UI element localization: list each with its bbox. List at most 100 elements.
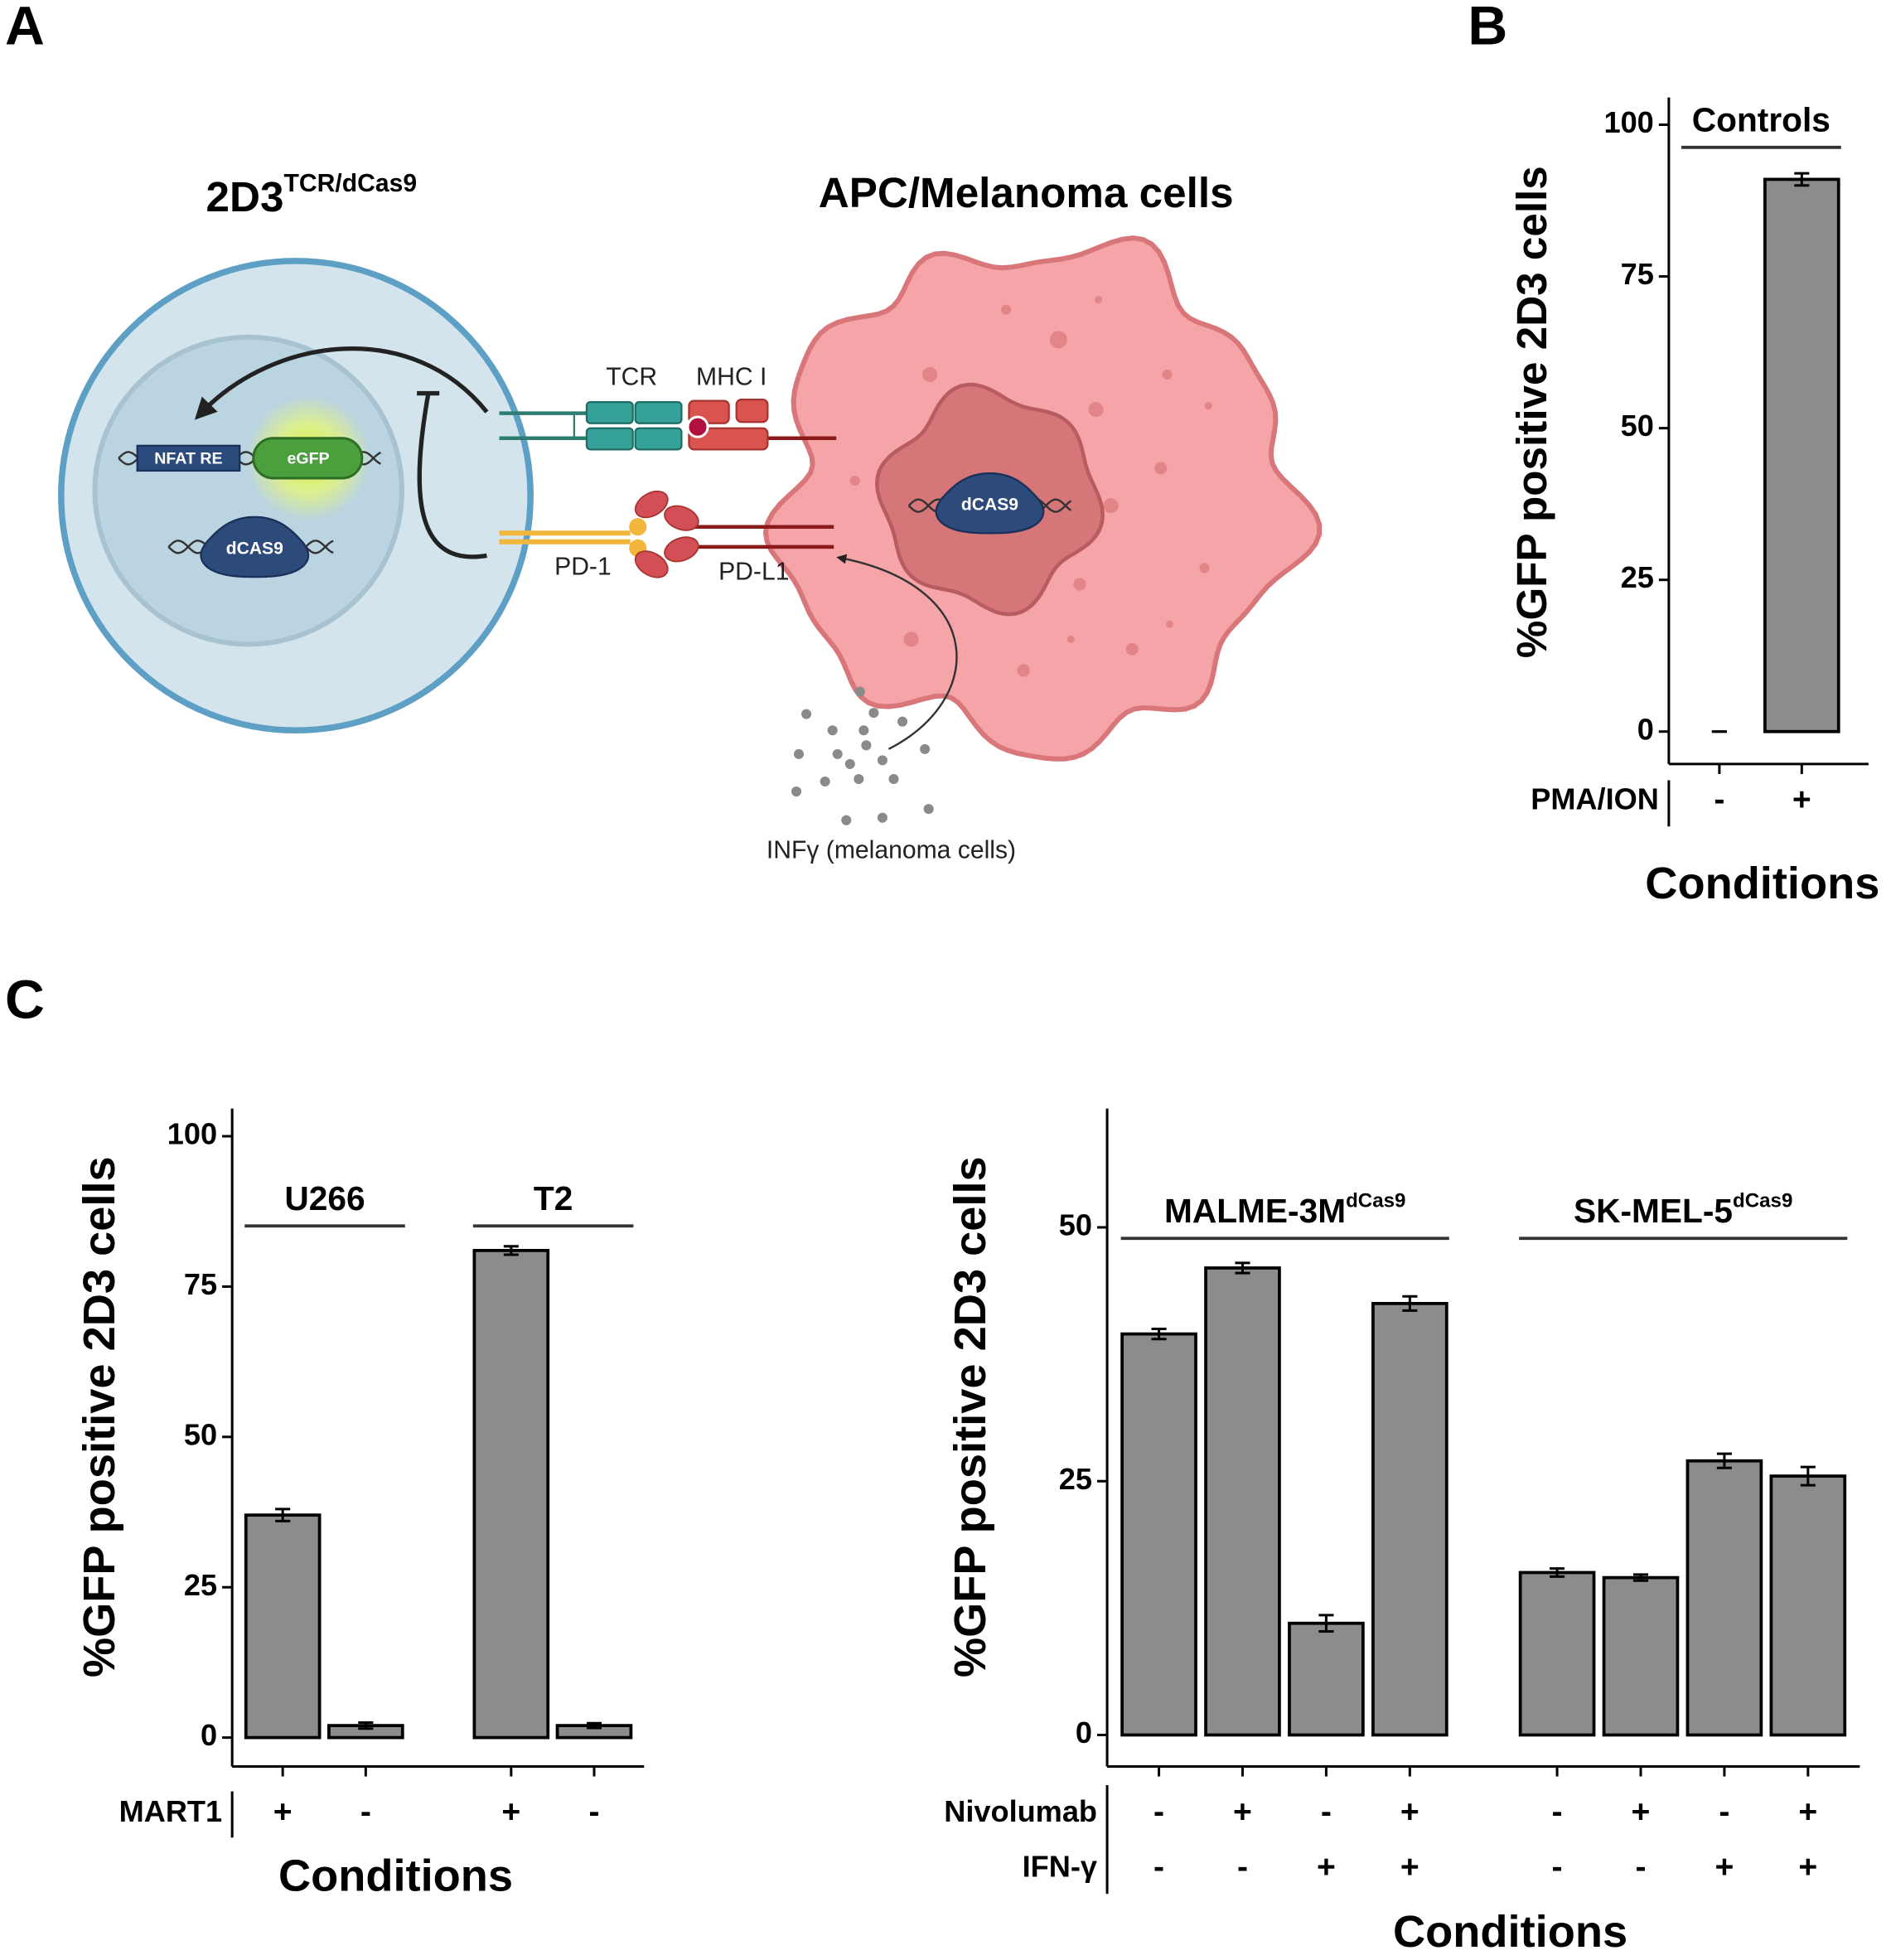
panel-letter: A bbox=[5, 0, 45, 57]
pdl1-domain bbox=[664, 505, 699, 531]
y-tick-label: 25 bbox=[1059, 1462, 1092, 1496]
mhc-label: MHC I bbox=[696, 363, 767, 390]
dcas9-shape bbox=[935, 472, 1045, 535]
condition-label: + bbox=[1400, 1849, 1419, 1885]
condition-name: MART1 bbox=[119, 1794, 222, 1828]
dcas9-label: dCAS9 bbox=[226, 539, 283, 558]
tcr-domain bbox=[634, 427, 683, 451]
condition-label: + bbox=[1400, 1794, 1419, 1830]
condition-label: + bbox=[1714, 1849, 1734, 1885]
condition-label: - bbox=[1552, 1794, 1563, 1830]
bar bbox=[1685, 1459, 1763, 1737]
ifn-dot bbox=[861, 740, 872, 751]
y-tick-label: 25 bbox=[184, 1568, 217, 1602]
y-axis-label: %GFP positive 2D3 cells bbox=[1508, 166, 1555, 658]
mhc-domain bbox=[688, 427, 769, 451]
nfat-label: NFAT RE bbox=[154, 450, 222, 468]
nfat-box bbox=[136, 444, 241, 472]
condition-label: - bbox=[1719, 1794, 1729, 1830]
x-axis-label: Conditions bbox=[1393, 1907, 1627, 1957]
tcr-domain bbox=[634, 400, 683, 424]
t-cell-title-main: 2D3 bbox=[206, 173, 284, 220]
group-label-sup: dCas9 bbox=[1346, 1190, 1405, 1212]
ifn-dot bbox=[801, 709, 812, 719]
egfp-label: eGFP bbox=[287, 450, 329, 468]
bar bbox=[1120, 1332, 1197, 1737]
ifn-dot bbox=[820, 776, 830, 787]
condition-name: IFN-γ bbox=[1023, 1850, 1097, 1884]
group-label-main: U266 bbox=[284, 1179, 365, 1217]
cell-granule bbox=[849, 475, 860, 486]
condition-label: - bbox=[1153, 1794, 1164, 1830]
cell-granule bbox=[1125, 642, 1139, 656]
condition-label: + bbox=[1792, 782, 1811, 817]
y-tick-label: 75 bbox=[1621, 257, 1654, 291]
cell-granule bbox=[922, 366, 938, 382]
apc-title: APC/Melanoma cells bbox=[819, 169, 1234, 216]
ifn-dot bbox=[868, 708, 879, 719]
pdl1-domain bbox=[634, 490, 669, 519]
bar bbox=[1371, 1301, 1448, 1737]
condition-label: + bbox=[1632, 1794, 1651, 1830]
bar bbox=[1204, 1266, 1281, 1737]
t-cell-title: 2D3TCR/dCas9 bbox=[206, 170, 418, 220]
cell-granule bbox=[1017, 664, 1030, 677]
ifn-dot bbox=[793, 748, 805, 759]
bar bbox=[472, 1249, 550, 1740]
group-label: MALME-3MdCas9 bbox=[1164, 1190, 1405, 1230]
pd1-label: PD-1 bbox=[554, 553, 612, 580]
cell-granule bbox=[1094, 296, 1103, 304]
cell-granule bbox=[1154, 462, 1168, 475]
condition-label: - bbox=[1237, 1849, 1248, 1885]
y-tick-label: 0 bbox=[1637, 712, 1654, 746]
y-tick-label: 75 bbox=[184, 1267, 217, 1301]
condition-label: + bbox=[1317, 1849, 1336, 1885]
bar bbox=[244, 1513, 322, 1740]
ifn-dot bbox=[877, 755, 887, 766]
condition-label: - bbox=[360, 1794, 371, 1830]
cell-granule bbox=[1066, 635, 1075, 643]
ifn-dot bbox=[827, 725, 838, 736]
t-cell-title-sup: TCR/dCas9 bbox=[283, 170, 417, 197]
tcr-domain bbox=[585, 427, 634, 451]
egfp-box bbox=[252, 437, 364, 480]
y-tick-label: 0 bbox=[1076, 1716, 1092, 1749]
cell-granule bbox=[1103, 498, 1119, 514]
condition-label: - bbox=[588, 1794, 599, 1830]
cell-granule bbox=[1204, 402, 1212, 410]
pd1-head bbox=[629, 518, 647, 536]
y-tick-label: 0 bbox=[201, 1718, 217, 1752]
cell-granule bbox=[1001, 304, 1012, 315]
ifn-dot bbox=[844, 758, 855, 769]
inhibition-curve bbox=[417, 394, 487, 559]
panel-letter: C bbox=[5, 970, 45, 1031]
group-label-main: T2 bbox=[534, 1179, 573, 1217]
ifn-dot bbox=[854, 686, 865, 697]
y-tick-label: 50 bbox=[1621, 409, 1654, 443]
cell-granule bbox=[1049, 331, 1067, 349]
dcas9-label: dCAS9 bbox=[961, 496, 1018, 515]
condition-label: + bbox=[501, 1794, 520, 1830]
ifn-dot bbox=[920, 743, 931, 754]
cell-granule bbox=[1162, 369, 1173, 380]
group-label-main: MALME-3M bbox=[1164, 1192, 1346, 1230]
group-label: SK-MEL-5dCas9 bbox=[1574, 1190, 1792, 1230]
x-axis-label: Conditions bbox=[278, 1851, 513, 1900]
y-tick-label: 50 bbox=[184, 1417, 217, 1451]
condition-label: + bbox=[1233, 1794, 1252, 1830]
activation-arrow bbox=[194, 346, 489, 420]
panel-letter: B bbox=[1468, 0, 1507, 57]
tcr-domain bbox=[585, 400, 634, 424]
ifn-dot bbox=[897, 716, 908, 727]
bar bbox=[1769, 1474, 1847, 1737]
condition-label: - bbox=[1635, 1849, 1646, 1885]
y-tick-label: 100 bbox=[1603, 105, 1653, 139]
ifn-dot bbox=[854, 773, 864, 785]
condition-label: + bbox=[1798, 1794, 1817, 1830]
condition-label: + bbox=[1798, 1849, 1817, 1885]
dcas9-shape bbox=[200, 515, 310, 578]
bar bbox=[1288, 1621, 1365, 1737]
ifn-dot bbox=[858, 725, 869, 736]
